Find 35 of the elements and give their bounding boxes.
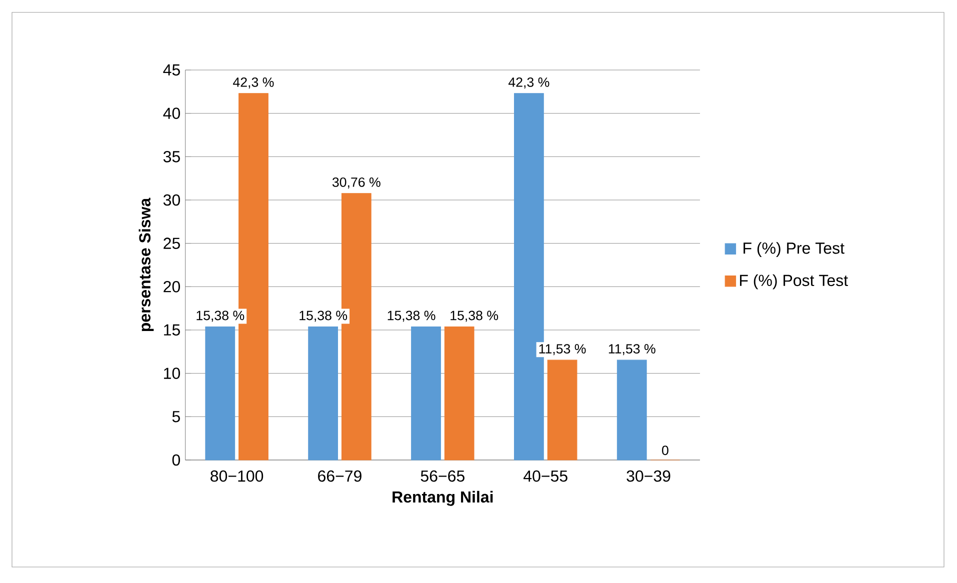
y-tick-label: 45 (163, 64, 180, 76)
y-tick-label: 15 (164, 324, 180, 336)
data-label: 15,38 % (300, 310, 348, 322)
x-axis-title: Rentang Nilai (392, 490, 493, 506)
bar (411, 326, 441, 460)
bar (547, 360, 578, 460)
x-tick-label: 30−39 (626, 470, 670, 482)
data-label: 11,53 % (608, 344, 656, 356)
y-tick-label: 40 (163, 108, 180, 119)
legend-label: F (%) Pre Test (744, 242, 844, 257)
bar (205, 326, 236, 460)
data-label: 42,3 % (508, 77, 550, 88)
y-tick-label: 35 (163, 151, 180, 162)
data-label: 15,38 % (388, 310, 436, 322)
data-label: 15,38 % (450, 310, 498, 322)
data-label: 11,53 % (539, 344, 586, 356)
x-tick-label: 56−65 (420, 470, 464, 482)
data-label: 15,38 % (196, 310, 244, 322)
bar (308, 326, 338, 460)
bar (444, 326, 474, 460)
data-label: 0 (662, 446, 668, 456)
data-label: 30,76 % (332, 177, 380, 188)
x-tick-label: 40−55 (524, 470, 568, 482)
x-tick-label: 66−79 (318, 470, 362, 482)
x-tick-label: 80−100 (210, 470, 264, 482)
data-label: 42,3 % (233, 77, 274, 88)
y-tick-label: 5 (172, 411, 180, 422)
y-axis-title: persentase Siswa (138, 198, 154, 332)
y-tick-label: 10 (164, 368, 180, 379)
y-tick-label: 25 (164, 238, 180, 249)
legend-label: F (%) Post Test (740, 274, 848, 290)
y-tick-label: 0 (172, 454, 180, 466)
y-tick-label: 30 (163, 194, 180, 206)
y-tick-label: 20 (164, 281, 180, 292)
bar (616, 360, 647, 460)
